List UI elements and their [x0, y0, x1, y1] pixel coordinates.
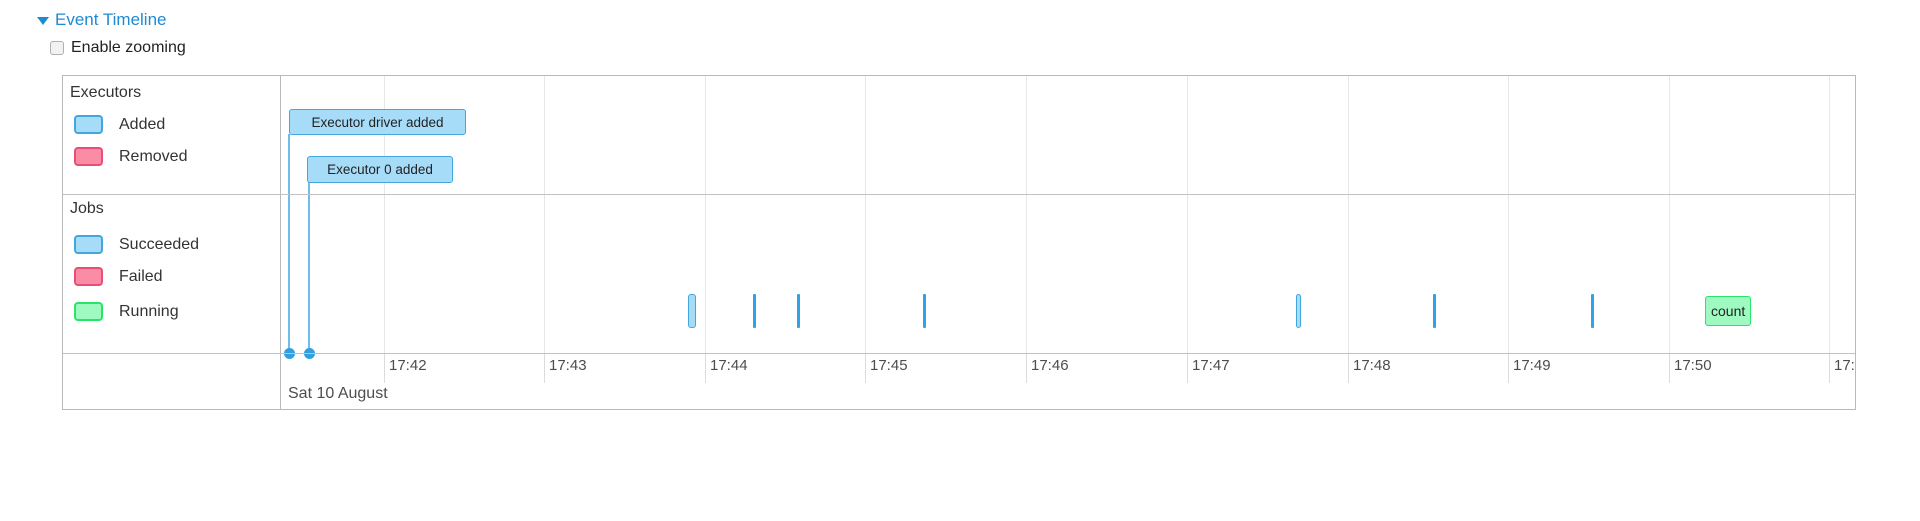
axis-tick-label: 17:42	[389, 357, 427, 374]
axis-top-line	[63, 353, 1855, 354]
axis-tick	[1187, 353, 1188, 383]
legend-panel-border	[280, 76, 281, 409]
legend-row-added: Added	[74, 115, 165, 134]
enable-zooming-label: Enable zooming	[71, 39, 186, 56]
items-layer: Executor driver added Executor 0 added cou…	[63, 76, 1855, 409]
legend-label: Failed	[119, 267, 163, 285]
job-event-tick[interactable]	[753, 294, 756, 328]
timeline-chart: 17:42 17:43 17:44 17:45 17:46 17:47 17:48 17:49…	[62, 75, 1856, 410]
legend-row-removed: Removed	[74, 147, 187, 166]
job-event-tick[interactable]	[1433, 294, 1436, 328]
axis-tick-label: 17:43	[549, 357, 587, 374]
axis-major-label: Sat 10 August	[288, 385, 388, 402]
axis-tick	[1508, 353, 1509, 383]
gridline	[544, 76, 545, 353]
event-timeline-title[interactable]: Event Timeline	[55, 10, 167, 29]
axis-tick-label: 17:46	[1031, 357, 1069, 374]
group-label-jobs: Jobs	[70, 200, 104, 217]
job-event-tick[interactable]	[1591, 294, 1594, 328]
running-job-box[interactable]: count	[1705, 296, 1751, 326]
executor-event-line	[308, 182, 310, 353]
axis-tick-label: 17:48	[1353, 357, 1391, 374]
legend-label: Running	[119, 302, 179, 320]
axis-tick	[384, 353, 385, 383]
legend-swatch-blue-icon	[74, 115, 103, 134]
legend-row-succeeded: Succeeded	[74, 235, 199, 254]
executor-event-line	[288, 134, 290, 353]
gridline	[1669, 76, 1670, 353]
legend-label: Removed	[119, 147, 188, 165]
axis-tick-label: 17:50	[1674, 357, 1712, 374]
job-event-tick[interactable]	[923, 294, 926, 328]
legend-swatch-blue-icon	[74, 235, 103, 254]
axis-tick-label: 17:49	[1513, 357, 1551, 374]
axis-tick-label: 17:47	[1192, 357, 1230, 374]
group-label-executors: Executors	[70, 84, 142, 101]
collapse-triangle-icon[interactable]	[37, 17, 49, 25]
event-timeline-toggle[interactable]: Event Timeline	[37, 10, 167, 30]
axis-tick-label: 17:44	[710, 357, 748, 374]
lane-divider-executors-jobs	[63, 194, 1855, 195]
executor-event-box[interactable]: Executor 0 added	[307, 156, 453, 183]
axis-tick	[544, 353, 545, 383]
gridline	[705, 76, 706, 353]
axis-tick	[1026, 353, 1027, 383]
job-event-tick[interactable]	[1296, 294, 1301, 328]
axis-tick	[1348, 353, 1349, 383]
legend-row-failed: Failed	[74, 267, 163, 286]
axis-tick	[1669, 353, 1670, 383]
job-event-tick[interactable]	[797, 294, 800, 328]
axis-tick-label: 17:45	[870, 357, 908, 374]
enable-zooming-checkbox[interactable]	[50, 41, 64, 55]
gridline	[865, 76, 866, 353]
gridline	[1829, 76, 1830, 353]
legend-swatch-green-icon	[74, 302, 103, 321]
gridline	[384, 76, 385, 353]
axis-tick	[865, 353, 866, 383]
axis-tick	[1829, 353, 1830, 383]
legend-layer: Executors Added Removed Jobs Succeeded Failed…	[63, 76, 1855, 409]
grid-layer: 17:42 17:43 17:44 17:45 17:46 17:47 17:48 17:49…	[63, 76, 1855, 409]
executor-event-box[interactable]: Executor driver added	[289, 109, 466, 135]
legend-label: Succeeded	[119, 235, 200, 253]
axis-tick	[705, 353, 706, 383]
gridline	[1348, 76, 1349, 353]
legend-label: Added	[119, 115, 166, 133]
gridline	[1026, 76, 1027, 353]
legend-swatch-pink-icon	[74, 267, 103, 286]
legend-swatch-pink-icon	[74, 147, 103, 166]
gridline	[1187, 76, 1188, 353]
job-event-tick[interactable]	[688, 294, 696, 328]
gridline	[1508, 76, 1509, 353]
legend-row-running: Running	[74, 302, 179, 321]
axis-tick-label: 17:51	[1834, 357, 1855, 374]
enable-zooming-row: Enable zooming	[50, 39, 186, 57]
